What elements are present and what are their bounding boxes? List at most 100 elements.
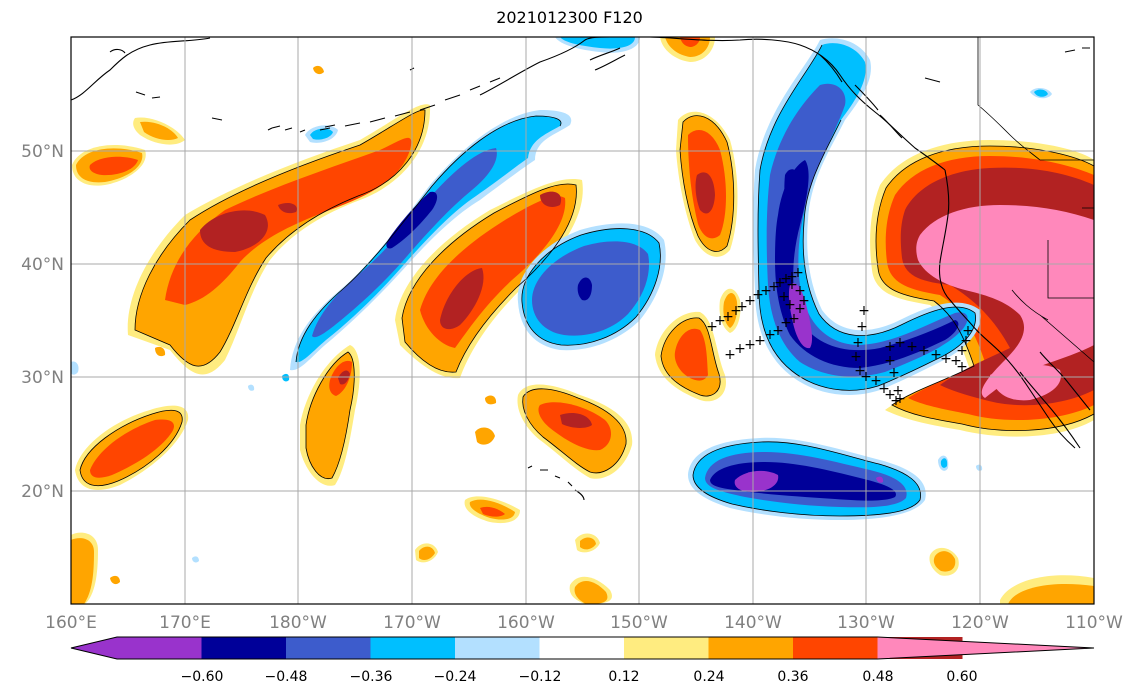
plus-marker: + bbox=[772, 323, 784, 339]
colorbar-swatch bbox=[117, 637, 202, 659]
plus-marker: + bbox=[734, 341, 746, 357]
plus-marker: + bbox=[744, 293, 756, 309]
colorbar bbox=[70, 636, 1095, 660]
plus-marker: + bbox=[798, 293, 810, 309]
colorbar-swatch bbox=[708, 637, 794, 659]
map-area: +++++++++++++++++++++++++++++++++++++++ +… bbox=[71, 37, 1094, 604]
gridlines bbox=[71, 37, 1094, 604]
colorbar-tick-labels: −0.60 −0.48 −0.36 −0.24 −0.12 0.12 0.24 … bbox=[181, 669, 978, 685]
plus-marker: + bbox=[730, 303, 742, 319]
colorbar-tick-label: −0.48 bbox=[265, 669, 308, 685]
colorbar-tick-label: −0.36 bbox=[350, 669, 393, 685]
lon-label: 160°W bbox=[497, 613, 555, 633]
plus-marker: + bbox=[854, 363, 866, 379]
plus-marker: + bbox=[786, 277, 798, 293]
plus-marker: + bbox=[752, 287, 764, 303]
plus-marker: + bbox=[918, 343, 930, 359]
plus-marker: + bbox=[788, 311, 800, 327]
plus-marker: + bbox=[906, 339, 918, 355]
plus-marker: + bbox=[892, 383, 904, 399]
plus-marker: + bbox=[856, 319, 868, 335]
colorbar-tick-label: −0.60 bbox=[181, 669, 224, 685]
colorbar-tick-label: −0.12 bbox=[519, 669, 562, 685]
plus-marker: + bbox=[888, 365, 900, 381]
lon-label: 140°W bbox=[724, 613, 782, 633]
lon-label: 160°E bbox=[45, 613, 97, 633]
lat-label: 50°N bbox=[21, 142, 64, 162]
plus-marker: + bbox=[792, 265, 804, 281]
lon-label: 170°E bbox=[159, 613, 211, 633]
plus-marker: + bbox=[950, 353, 962, 369]
colorbar-swatch bbox=[286, 637, 371, 659]
plus-marker: + bbox=[724, 347, 736, 363]
plus-marker: + bbox=[884, 339, 896, 355]
plus-marker: + bbox=[784, 297, 796, 313]
plus-marker: + bbox=[852, 335, 864, 351]
contour-fill-positive bbox=[71, 37, 1094, 604]
plus-marker: + bbox=[956, 343, 968, 359]
colorbar-extend-min bbox=[71, 637, 117, 659]
significance-markers: +++++++++++++++++++++++++++++++++++++++ +… bbox=[706, 265, 974, 409]
plus-marker: + bbox=[858, 303, 870, 319]
plus-marker: + bbox=[744, 337, 756, 353]
plus-marker: + bbox=[714, 313, 726, 329]
lat-label: 40°N bbox=[21, 255, 64, 275]
plus-marker: + bbox=[760, 283, 772, 299]
lon-label: 150°W bbox=[610, 613, 668, 633]
map-frame bbox=[70, 36, 1095, 605]
plus-marker: + bbox=[778, 289, 790, 305]
plus-marker: + bbox=[722, 309, 734, 325]
colorbar-tick-label: −0.24 bbox=[434, 669, 477, 685]
plus-marker: + bbox=[962, 323, 974, 339]
longitude-labels: 160°E 170°E 180°W 170°W 160°W 150°W 140°… bbox=[45, 613, 1123, 633]
map-title: 2021012300 F120 bbox=[496, 8, 643, 27]
colorbar-tick-label: 0.12 bbox=[608, 669, 639, 685]
colorbar-swatch bbox=[455, 637, 540, 659]
plus-marker: + bbox=[884, 387, 896, 403]
plus-marker: + bbox=[706, 319, 718, 335]
lat-label: 30°N bbox=[21, 368, 64, 388]
colorbar-extend-max bbox=[877, 637, 1094, 659]
plus-marker: + bbox=[884, 353, 896, 369]
plus-marker: + bbox=[780, 271, 792, 287]
plus-marker: + bbox=[960, 333, 972, 349]
plus-marker: + bbox=[870, 373, 882, 389]
plus-marker: + bbox=[850, 349, 862, 365]
coastlines bbox=[71, 37, 1094, 501]
plus-marker: + bbox=[780, 315, 792, 331]
plus-marker: + bbox=[930, 347, 942, 363]
colorbar-swatch bbox=[539, 637, 625, 659]
colorbar-swatch bbox=[624, 637, 709, 659]
lon-label: 170°W bbox=[383, 613, 441, 633]
colorbar-swatch bbox=[793, 637, 878, 659]
lon-label: 110°W bbox=[1065, 613, 1123, 633]
colorbar-tick-label: 0.24 bbox=[693, 669, 724, 685]
plus-marker: + bbox=[794, 301, 806, 317]
colorbar-outline bbox=[70, 636, 1095, 660]
colorbar-tick-label: 0.60 bbox=[946, 669, 977, 685]
plus-marker: + bbox=[860, 369, 872, 385]
lon-label: 120°W bbox=[951, 613, 1009, 633]
latitude-labels: 50°N 40°N 30°N 20°N bbox=[21, 142, 64, 502]
lat-label: 20°N bbox=[21, 482, 64, 502]
plus-marker: + bbox=[736, 299, 748, 315]
plus-marker: + bbox=[794, 283, 806, 299]
lon-label: 130°W bbox=[837, 613, 895, 633]
plus-marker: + bbox=[894, 335, 906, 351]
lon-label: 180°W bbox=[269, 613, 327, 633]
plus-marker: + bbox=[890, 393, 902, 409]
plus-marker: + bbox=[774, 275, 786, 291]
plus-marker: + bbox=[754, 333, 766, 349]
plus-marker: + bbox=[940, 351, 952, 367]
plus-marker: + bbox=[878, 381, 890, 397]
colorbar-swatch bbox=[370, 637, 456, 659]
plus-marker: + bbox=[786, 269, 798, 285]
plus-marker: + bbox=[764, 327, 776, 343]
plus-marker: + bbox=[894, 391, 906, 407]
colorbar-tick-label: 0.48 bbox=[862, 669, 893, 685]
colorbar-swatch bbox=[201, 637, 287, 659]
plus-marker: + bbox=[956, 359, 968, 375]
plus-marker: + bbox=[768, 279, 780, 295]
colorbar-tick-label: 0.36 bbox=[777, 669, 808, 685]
